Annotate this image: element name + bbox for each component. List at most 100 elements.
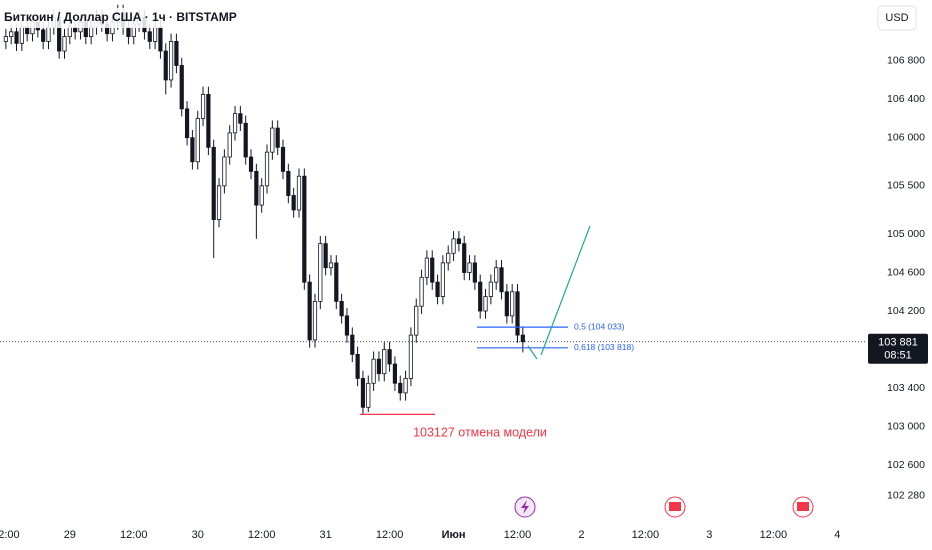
candle-body: [270, 127, 275, 153]
candle-body: [3, 36, 8, 42]
candle-body: [238, 113, 243, 124]
candle-body: [467, 262, 472, 273]
x-tick-label: 12:00: [0, 529, 20, 541]
x-tick-label: 31: [320, 529, 332, 541]
candle-body: [387, 349, 392, 365]
x-tick-label: 12:00: [248, 529, 276, 541]
candle-body: [414, 305, 419, 336]
candle-body: [163, 50, 168, 81]
candle-body: [158, 26, 163, 52]
candle-body: [398, 382, 403, 394]
countdown: 08:51: [884, 350, 912, 362]
currency[interactable]: USD: [885, 12, 908, 24]
candle-body: [302, 175, 307, 283]
candle-body: [483, 296, 488, 312]
candle-body: [435, 281, 440, 297]
plot: 0,5 (104 033) 0,618 (103 818) 103127 отмен…: [0, 4, 869, 523]
flag-icon: [669, 502, 681, 511]
candle-body: [259, 185, 264, 206]
fib-label: 0,618 (103 818): [574, 342, 634, 352]
candle-body: [275, 127, 280, 148]
x-tick-label: 29: [64, 529, 76, 541]
event-icon-glyph: [521, 500, 529, 514]
x-tick-label: 30: [192, 529, 204, 541]
y-tick-label: 106 400: [887, 93, 925, 105]
candle-body: [430, 257, 435, 283]
candle-body: [424, 257, 430, 278]
candle-body: [280, 146, 286, 172]
y-tick-label: 102 280: [887, 490, 925, 502]
candle-body: [248, 156, 254, 172]
candle-body: [339, 301, 344, 317]
candle-body: [126, 26, 131, 37]
candle-body: [366, 382, 371, 408]
candle-body: [355, 353, 360, 379]
candle-body: [376, 358, 382, 375]
price-axis-bg: [865, 0, 932, 550]
x-tick-label: Июн: [442, 529, 466, 541]
currency-button[interactable]: [877, 5, 917, 31]
candle-body: [41, 29, 46, 42]
title-bg: [0, 8, 232, 28]
candle-body: [510, 291, 515, 317]
candle-body: [62, 36, 67, 52]
x-tick-label: 12:00: [120, 529, 148, 541]
candle-body: [222, 156, 227, 187]
candle-body: [456, 238, 461, 245]
candle-body: [147, 31, 152, 42]
last-price-box: [868, 333, 928, 364]
trend-drawing: [527, 225, 591, 360]
x-tick-label: 12:00: [632, 529, 660, 541]
candle-body: [227, 132, 232, 158]
candle-body: [478, 281, 483, 312]
candle-body: [360, 378, 366, 408]
x-tick-label: 12:00: [504, 529, 532, 541]
candle-body: [254, 171, 259, 206]
candle-body: [168, 41, 174, 81]
candle-body: [89, 26, 94, 37]
chart-title: Биткоин / Доллар США · 1ч · BITSTAMP: [4, 10, 237, 24]
candle-body: [46, 26, 51, 42]
candle-body: [472, 262, 477, 283]
candle-body: [371, 358, 376, 384]
last-price-label: 103 881: [878, 337, 918, 349]
candle-body: [419, 276, 424, 307]
candle-body: [499, 267, 504, 293]
candle-body: [451, 238, 456, 254]
candle-body: [440, 262, 445, 297]
candle-body: [403, 378, 408, 394]
candle-body: [515, 291, 520, 336]
x-tick-label: 4: [834, 529, 840, 541]
candle-body: [67, 26, 72, 37]
y-tick-label: 105 000: [887, 228, 925, 240]
candle-body: [408, 334, 414, 379]
y-tick-label: 105 500: [887, 180, 925, 192]
candle-body: [382, 349, 387, 375]
y-tick-label: 104 200: [887, 305, 925, 317]
x-tick-label: 12:00: [760, 529, 788, 541]
y-tick-label: 106 800: [887, 54, 925, 66]
candle-body: [291, 195, 296, 211]
x-tick-label: 3: [706, 529, 712, 541]
event-icons: [514, 496, 814, 518]
y-tick-label: 104 600: [887, 266, 925, 278]
x-tick-label: 12:00: [376, 529, 404, 541]
candle-body: [494, 267, 499, 283]
candle-body: [328, 262, 334, 269]
candle-body: [184, 108, 190, 139]
candle-body: [264, 151, 270, 187]
y-tick-label: 103 000: [887, 420, 925, 432]
candle-body: [179, 65, 184, 110]
candle-body: [520, 334, 525, 343]
candle-body: [323, 243, 328, 269]
fib-label: 0,5 (104 033): [574, 321, 625, 331]
candle-body: [307, 281, 312, 341]
candle-body: [344, 315, 350, 336]
candle-body: [232, 113, 238, 134]
y-tick-label: 103 400: [887, 382, 925, 394]
candle-body: [296, 175, 302, 211]
candle-body: [462, 243, 467, 273]
candle-body: [488, 281, 493, 297]
candle-body: [211, 146, 216, 220]
